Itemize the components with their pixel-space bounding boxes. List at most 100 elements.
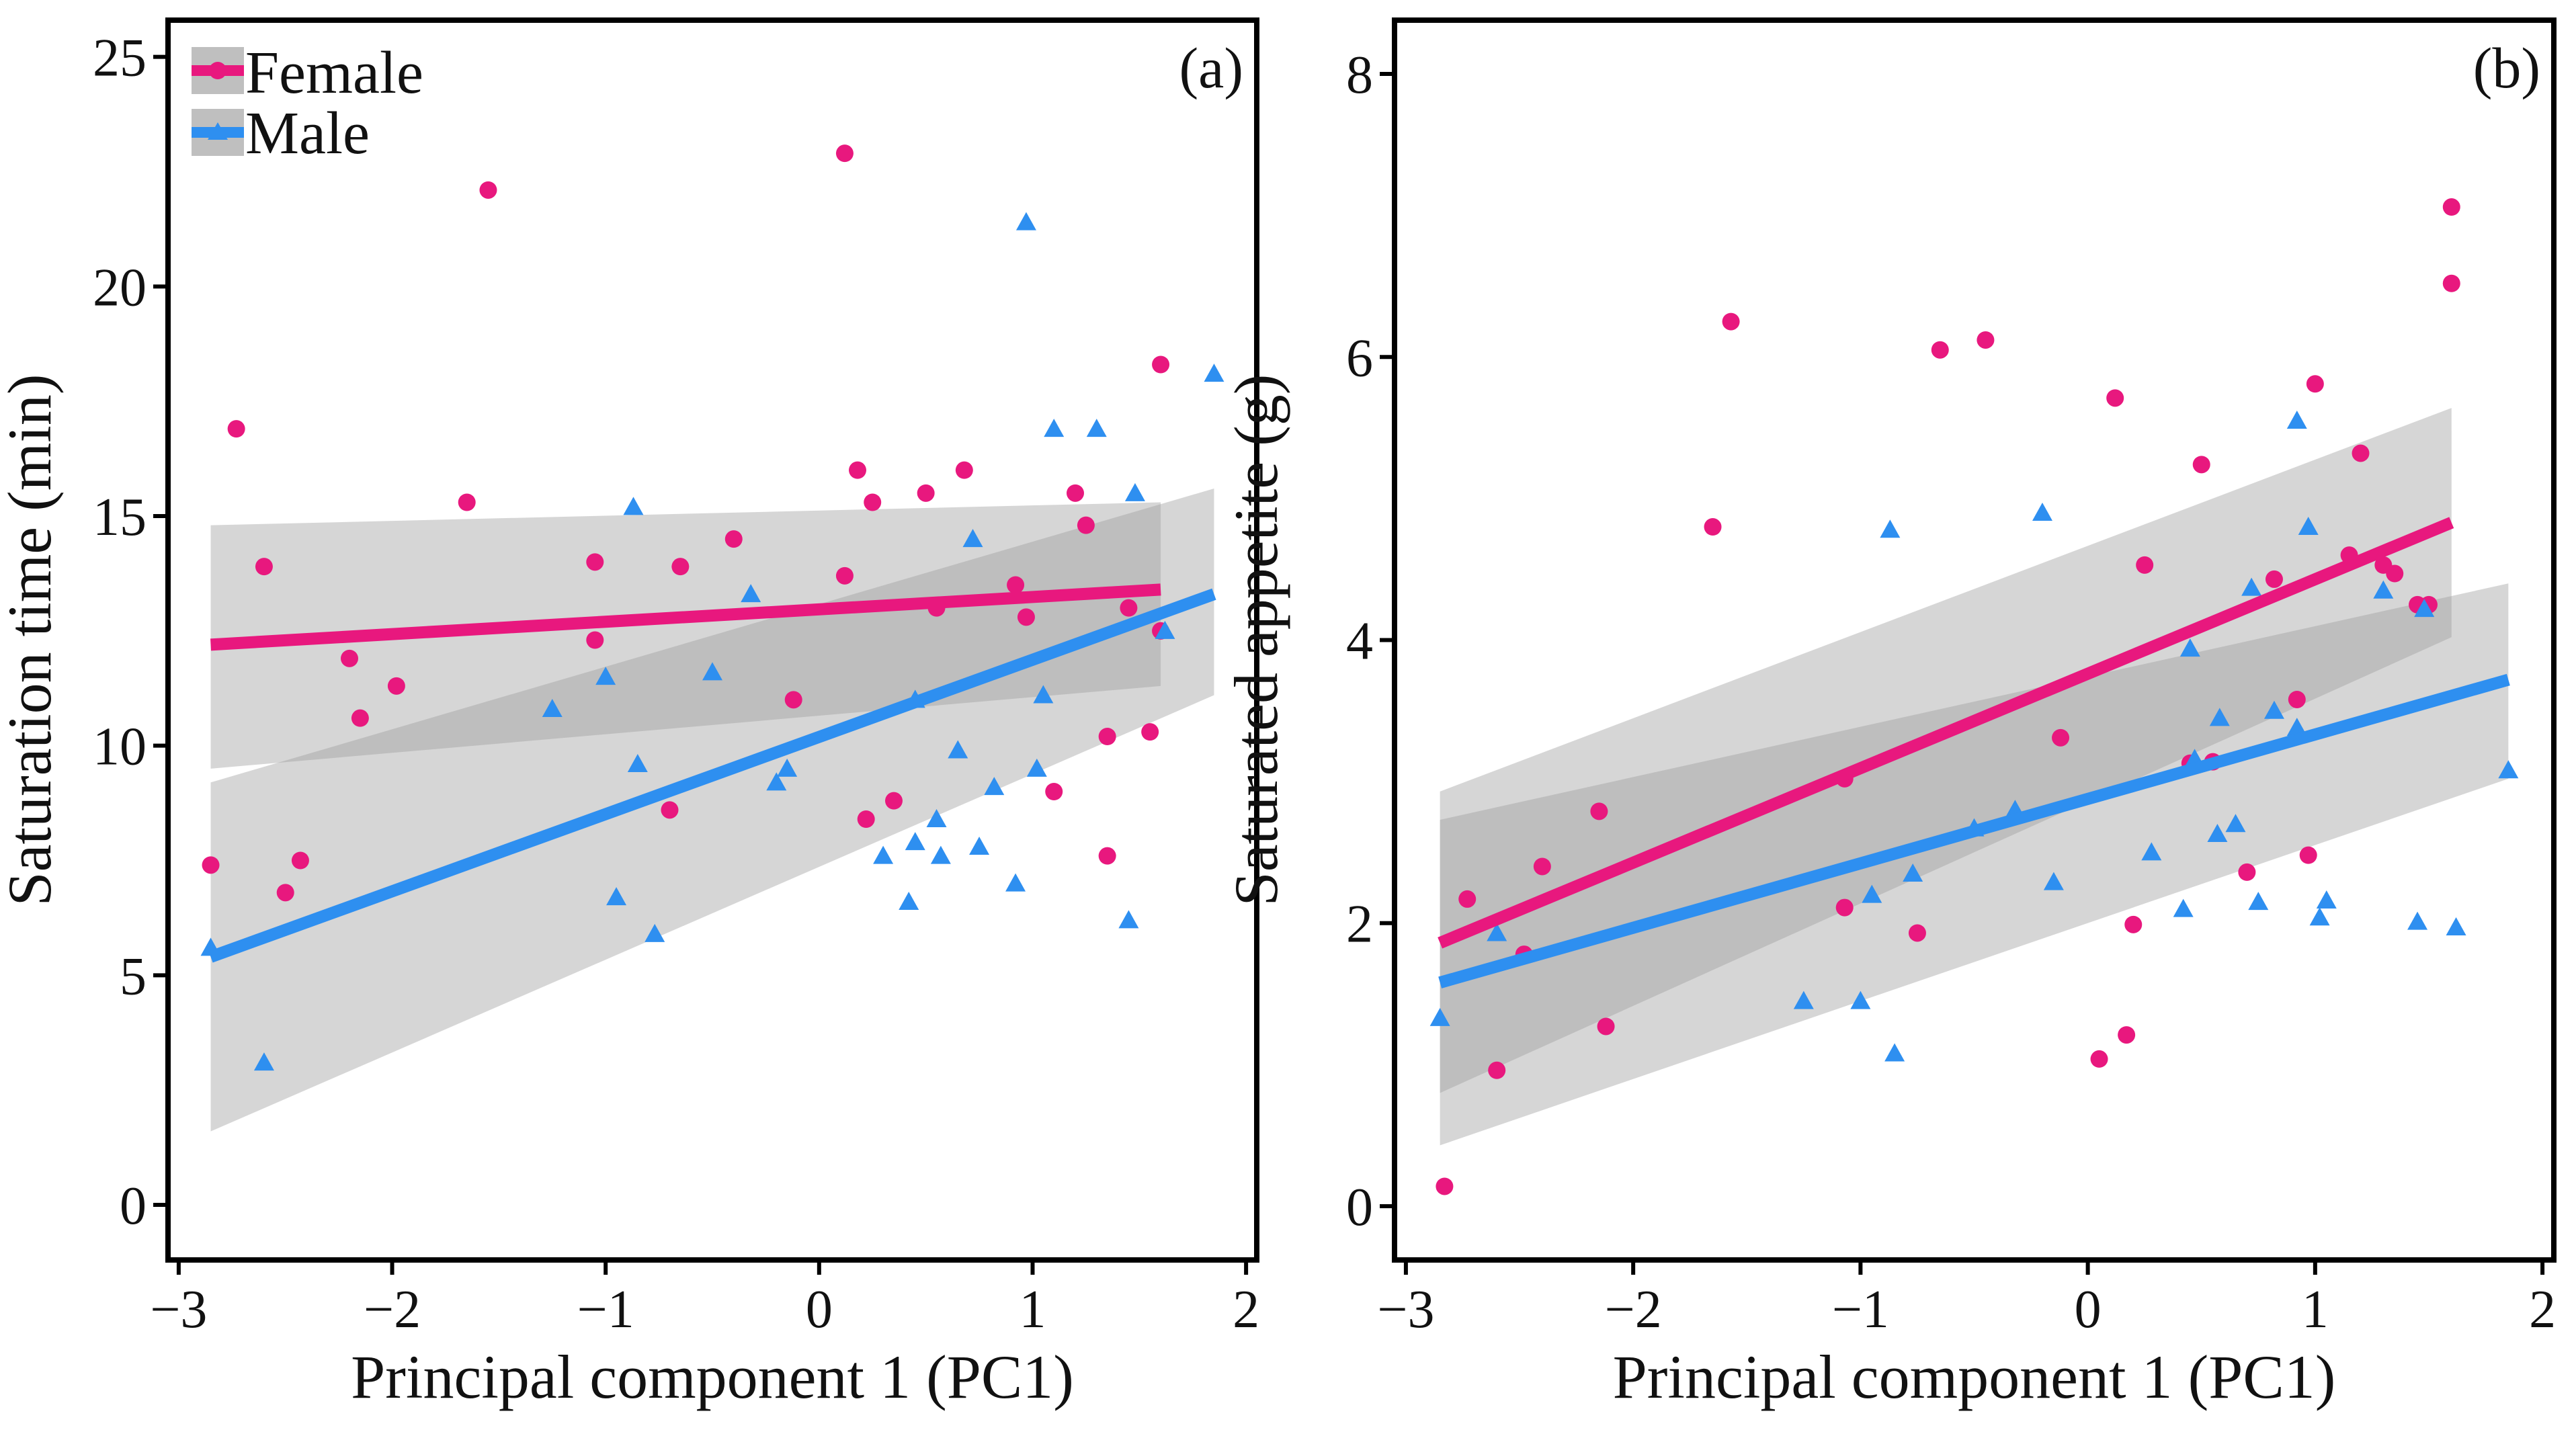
y-tick-label: 5 [120,947,147,1006]
x-tick-label: −3 [1377,1280,1434,1339]
point-male [2263,700,2284,719]
point-female [2192,456,2210,474]
point-male [1026,758,1047,777]
point-male [2407,911,2428,930]
point-female [341,649,358,667]
legend-label-male: Male [245,100,370,167]
plot-frame-b [1392,17,2557,1263]
point-male [2173,898,2194,917]
point-female [1098,728,1116,745]
point-male [1124,482,1145,501]
point-male [1862,884,1882,903]
point-male [899,892,919,910]
y-tick-label: 4 [1346,612,1373,671]
point-female [1488,1061,1506,1079]
point-male [2179,638,2200,657]
point-male [1005,873,1026,892]
point-female [291,851,309,870]
point-female [724,530,743,548]
point-female [1141,723,1159,741]
ci-bands-b [1440,408,2509,1146]
point-female [1590,802,1608,820]
ci-band-female-b [1440,408,2452,1093]
point-female [2442,198,2460,216]
point-male [777,758,798,777]
point-female [2238,863,2256,881]
y-tick-label: 10 [93,718,147,777]
point-female [1077,516,1095,534]
point-male [2225,814,2246,833]
point-male [1884,1043,1905,1062]
plot-area-b [1429,198,2519,1195]
point-male [2498,760,2519,779]
point-male [1015,212,1036,230]
ci-band-male-b [1440,583,2509,1146]
x-tick-label: −3 [150,1280,207,1339]
panel-b: −3 −2 −1 0 1 2 0 2 4 6 8 (b) Principal component 1… [1222,17,2557,1411]
point-female [885,792,903,810]
point-female [1458,890,1477,908]
point-female [1007,576,1025,594]
y-tick-label: 20 [93,258,147,317]
point-female [2106,389,2124,407]
y-axis-title-a: Saturation time (min) [0,374,64,906]
point-female [864,493,882,511]
point-male [1880,519,1901,538]
point-male [2248,892,2269,911]
point-female [2299,846,2317,864]
point-male [962,529,983,548]
point-male [606,887,627,906]
point-female [2306,375,2324,393]
x-tick-label: 2 [1233,1280,1259,1339]
legend-marker-female [209,62,226,79]
x-axis-title-a: Principal component 1 (PC1) [351,1343,1074,1411]
plot-frame-a [165,17,1259,1263]
point-female [1908,924,1926,942]
point-female [1436,1177,1454,1195]
point-female [1152,355,1170,374]
point-male [623,497,644,515]
point-male [766,772,787,791]
point-female [1722,312,1740,331]
point-female [2288,690,2306,708]
point-male [2043,872,2064,890]
x-tick-label: 0 [2075,1280,2102,1339]
point-female [857,810,875,828]
point-female [387,677,405,695]
point-female [917,484,935,502]
point-female [835,144,854,163]
point-female [1067,484,1084,502]
point-male [1155,620,1175,639]
panel-label-b: (b) [2473,36,2540,100]
point-female [1045,783,1063,800]
point-male [905,832,925,851]
point-male [2241,577,2262,596]
point-male [984,777,1005,796]
point-male [1033,685,1054,704]
ci-band-male-a [210,489,1214,1132]
point-male [2446,917,2466,936]
points-b [1429,198,2519,1195]
legend-label-female: Female [245,40,423,106]
point-female [479,181,497,199]
point-male [645,923,665,942]
point-male [1429,1007,1450,1026]
x-tick-label: 2 [2529,1280,2556,1339]
y-tick-label: 6 [1346,329,1373,388]
point-male [702,662,722,681]
point-female [276,884,294,902]
point-male [969,837,990,855]
point-female [661,801,679,819]
point-female [2052,728,2070,747]
point-male [253,1052,274,1071]
point-male [2316,890,2337,909]
fit-line-female-a [210,583,1161,651]
point-female [2352,444,2370,462]
point-male [1204,364,1224,382]
point-male [2141,842,2162,861]
point-male [2209,708,2230,726]
x-tick-label: 1 [2302,1280,2329,1339]
point-male [1086,419,1107,437]
